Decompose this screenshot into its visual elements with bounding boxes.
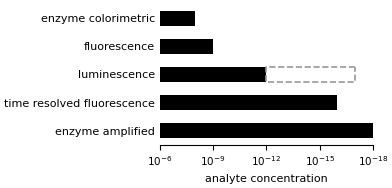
Bar [160,11,195,26]
Bar [160,39,213,54]
Bar [160,123,373,138]
Bar [160,67,266,82]
X-axis label: analyte concentration: analyte concentration [205,174,328,184]
Bar [266,67,355,82]
Bar [160,95,337,110]
